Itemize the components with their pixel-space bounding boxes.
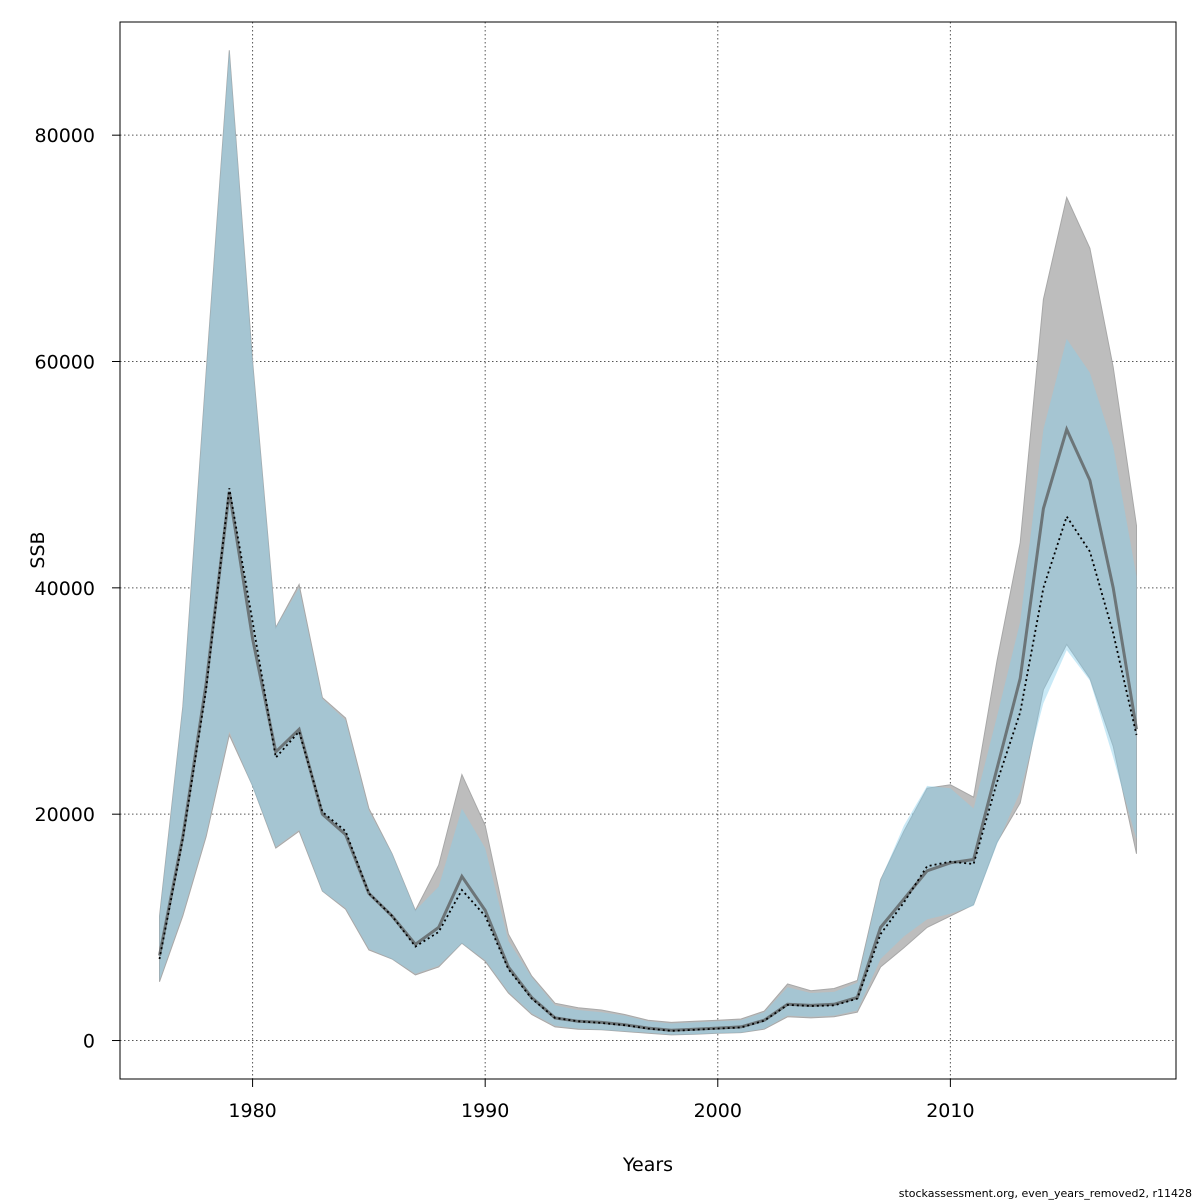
x-tick-label: 2010 xyxy=(926,1100,974,1122)
y-tick-label: 60000 xyxy=(35,352,95,374)
y-tick-label: 0 xyxy=(83,1031,95,1053)
footer-credit: stockassessment.org, even_years_removed2… xyxy=(899,1187,1192,1200)
x-tick-label: 1990 xyxy=(461,1100,509,1122)
x-axis-title: Years xyxy=(622,1154,673,1176)
grid-lines xyxy=(120,22,1176,1079)
y-tick-label: 20000 xyxy=(35,804,95,826)
plot-frame xyxy=(119,21,1177,1080)
estimate-lines xyxy=(158,425,1138,1032)
y-tick-label: 40000 xyxy=(35,578,95,600)
y-axis-title: SSB xyxy=(27,531,49,568)
y-tick-label: 80000 xyxy=(35,125,95,147)
y-axis-ticks: 0 20000 40000 60000 80000 xyxy=(35,125,120,1053)
x-axis-ticks: 1980 1990 2000 2010 xyxy=(228,1079,975,1122)
main-estimate-line xyxy=(158,488,1138,1032)
reference-confidence-band xyxy=(159,50,1137,1036)
x-tick-label: 1980 xyxy=(228,1100,276,1122)
confidence-bands xyxy=(159,50,1137,1036)
x-tick-label: 2000 xyxy=(694,1100,742,1122)
